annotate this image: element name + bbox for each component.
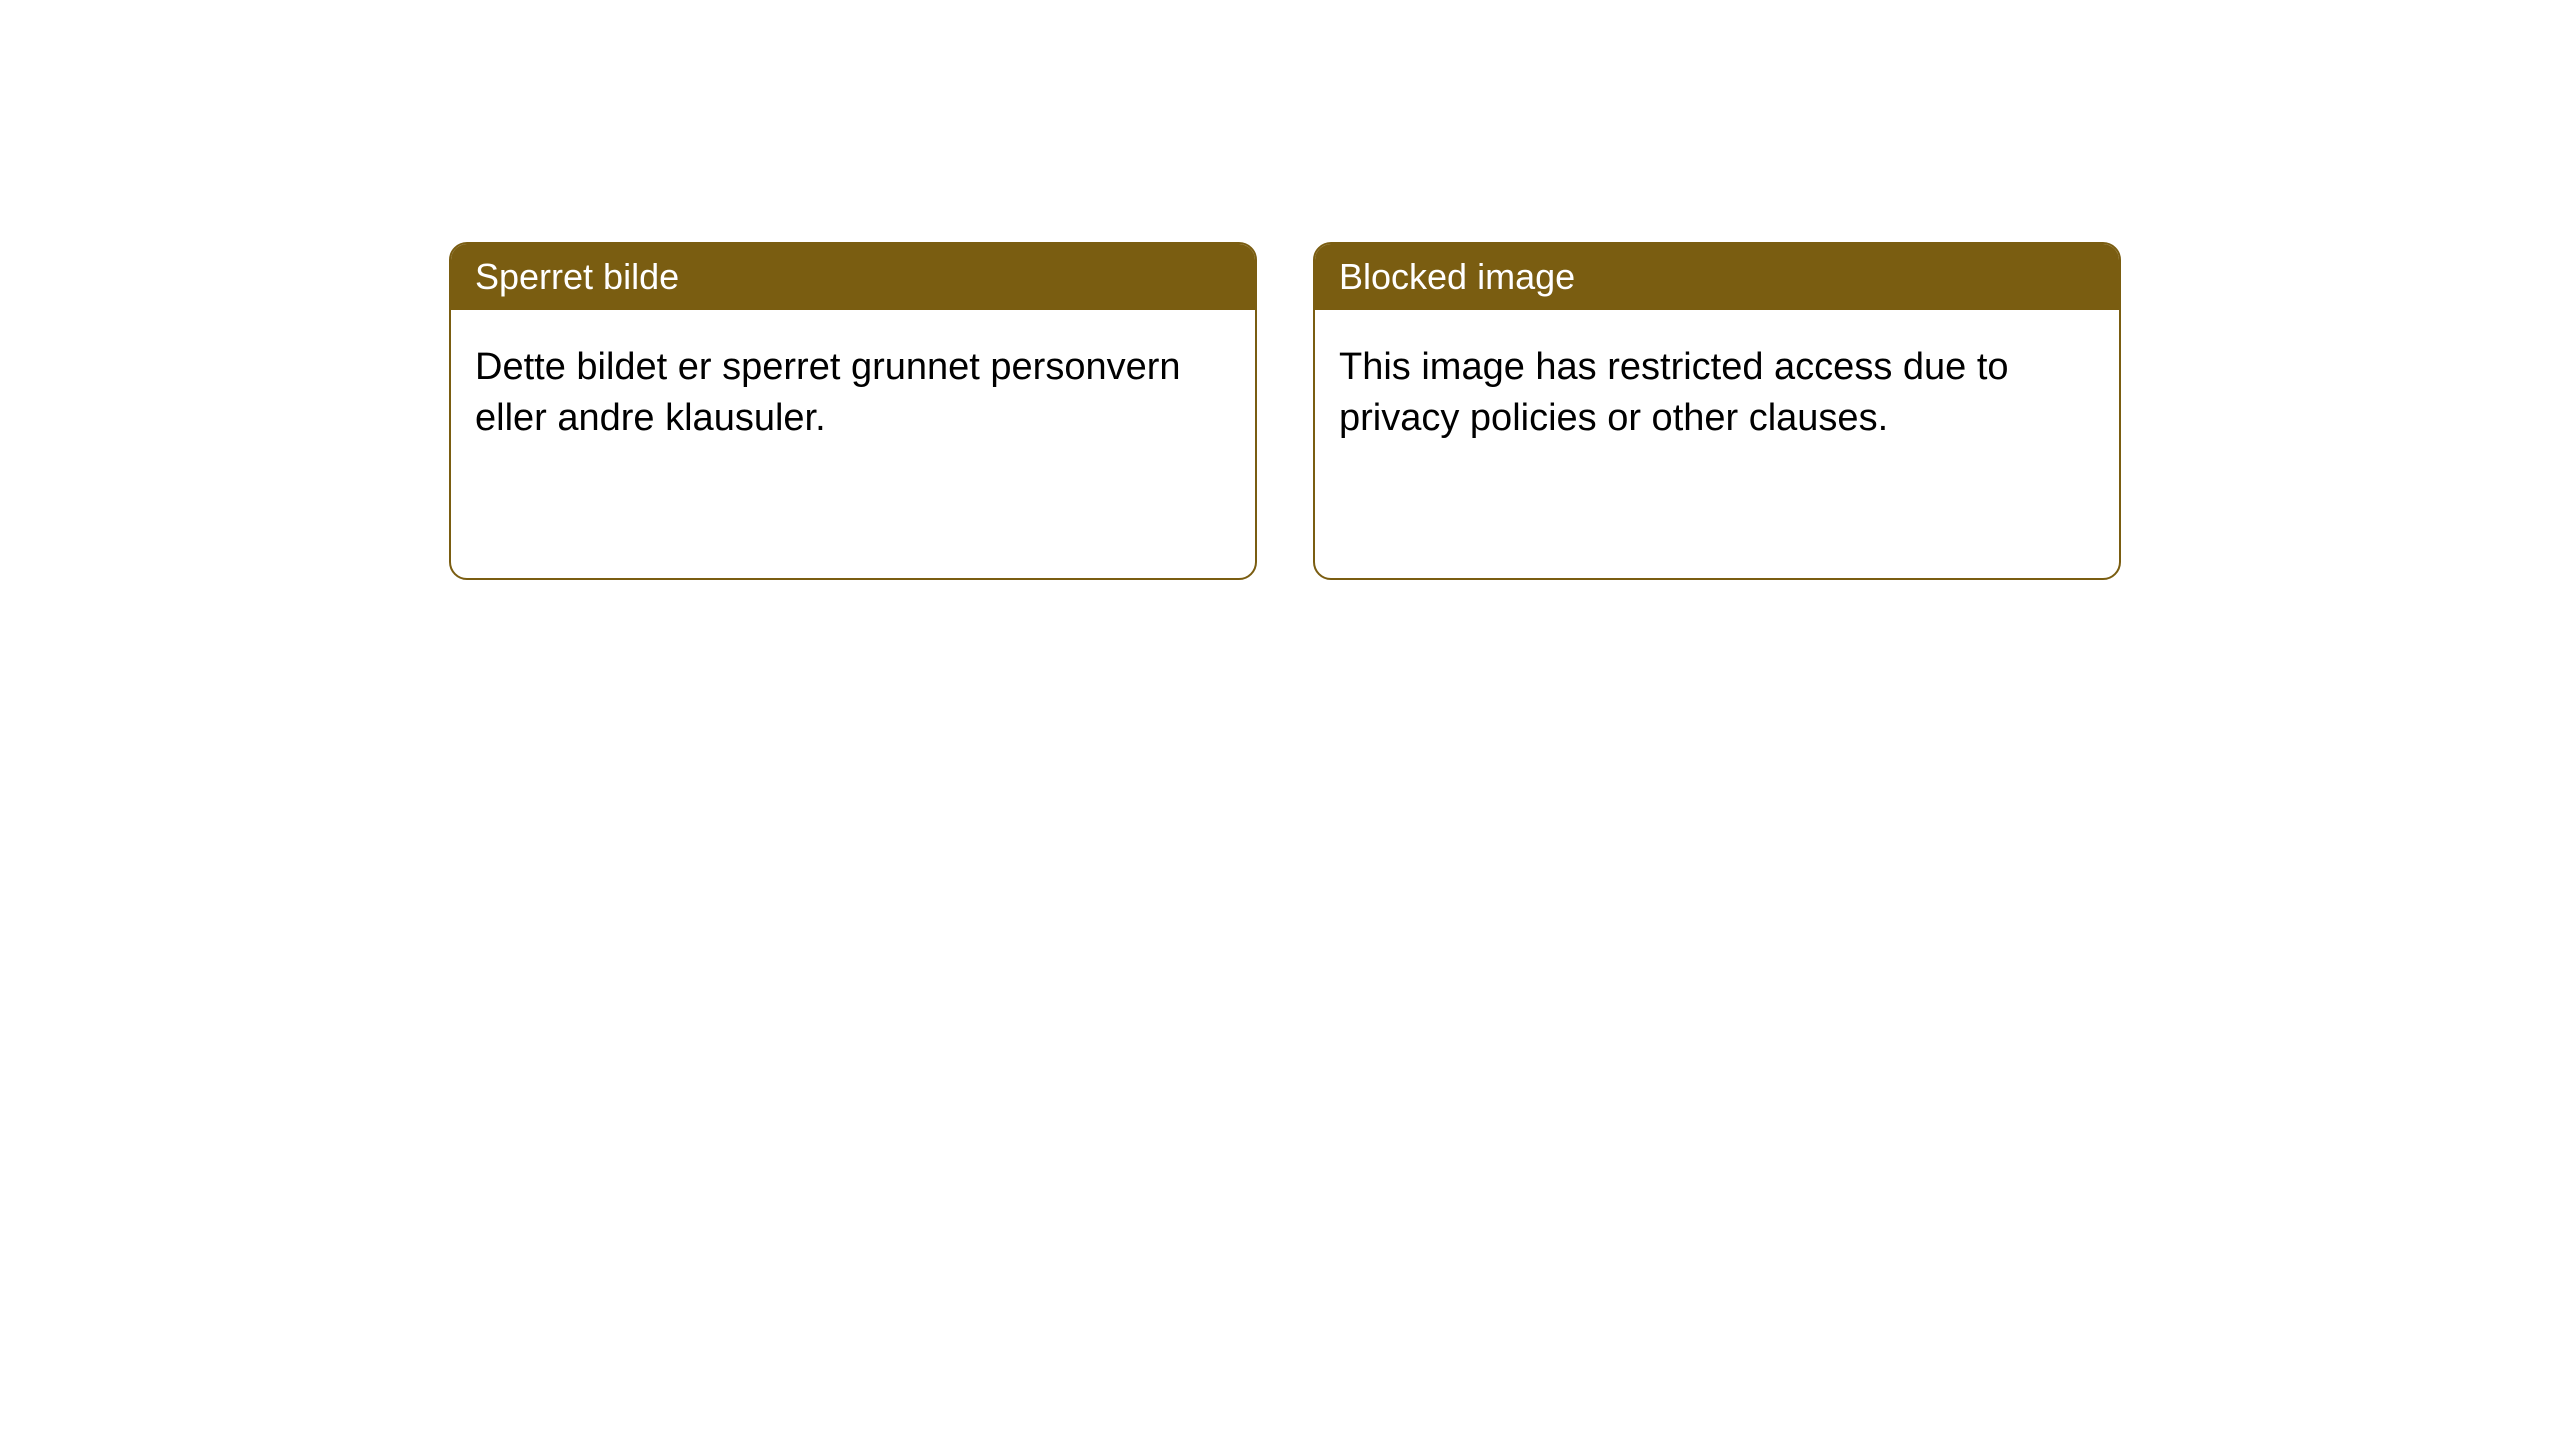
- notice-title-en: Blocked image: [1315, 244, 2119, 310]
- notice-container: Sperret bilde Dette bildet er sperret gr…: [449, 242, 2121, 580]
- notice-card-no: Sperret bilde Dette bildet er sperret gr…: [449, 242, 1257, 580]
- notice-title-no: Sperret bilde: [451, 244, 1255, 310]
- notice-card-en: Blocked image This image has restricted …: [1313, 242, 2121, 580]
- notice-body-no: Dette bildet er sperret grunnet personve…: [451, 310, 1255, 477]
- notice-body-en: This image has restricted access due to …: [1315, 310, 2119, 477]
